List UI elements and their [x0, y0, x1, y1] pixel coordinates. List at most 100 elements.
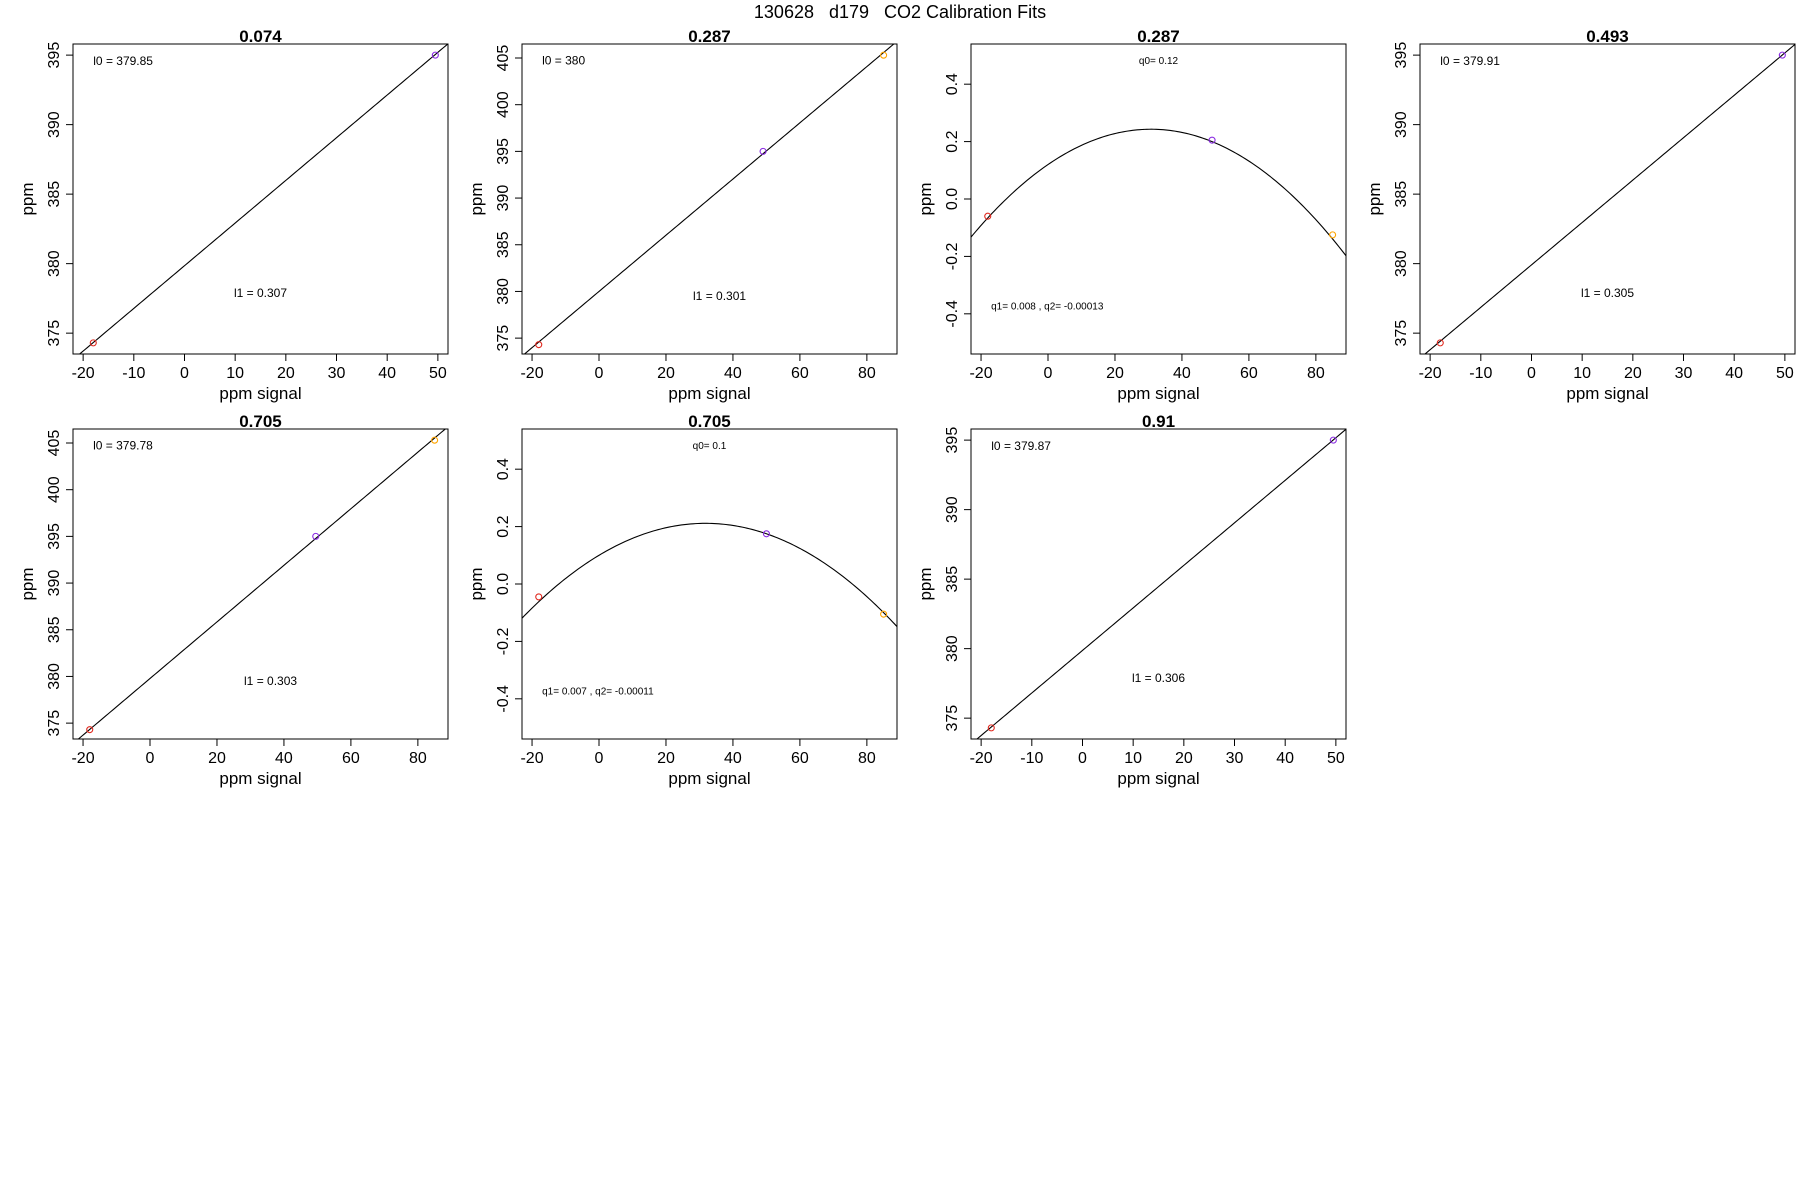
x-tick-label: 20	[277, 365, 295, 382]
y-tick-label: 395	[46, 523, 63, 550]
y-tick-label: -0.2	[944, 243, 961, 271]
y-tick-label: 0.2	[944, 130, 961, 152]
data-point	[1778, 51, 1786, 59]
x-tick-label: 20	[1175, 750, 1193, 767]
data-point	[1329, 436, 1337, 444]
chart-panel-5: 0.705 -20 0 20 40 60 80 375 380 385 390 395 400 405 pp…	[18, 412, 449, 788]
chart-panel-2: 0.287 -20 0 20 40 60 80 375 380 385 390 395 400 405 pp…	[467, 27, 898, 403]
y-tick-label: 385	[46, 616, 63, 643]
annotation-q0: q0= 0.12	[1139, 56, 1179, 67]
chart-title: 0.705	[239, 412, 282, 431]
x-tick-label: 60	[342, 750, 360, 767]
chart-panel-4: 0.493 -20 -10 0 10 20 30 40 50 375 380 385 390 395 ppm…	[1365, 27, 1796, 403]
x-tick-label: 10	[1124, 750, 1142, 767]
y-tick-label: 375	[495, 325, 512, 352]
plot-frame	[72, 428, 449, 740]
annotation-q12: q1= 0.008 , q2= -0.00013	[991, 302, 1104, 313]
y-axis-label: ppm	[467, 567, 486, 600]
chart-panel-3: 0.287 -20 0 20 40 60 80 -0.4 -0.2 0.0 0.2 0.4 ppm si…	[916, 27, 1347, 403]
x-tick-label: -10	[1020, 750, 1043, 767]
annotation-l0: l0 = 379.85	[93, 54, 153, 68]
y-tick-label: 380	[46, 250, 63, 277]
annotation-q12: q1= 0.007 , q2= -0.00011	[542, 687, 654, 698]
data-point	[89, 339, 97, 347]
x-tick-label: 0	[1078, 750, 1087, 767]
y-tick-label: 380	[944, 635, 961, 662]
y-tick-label: 375	[46, 320, 63, 347]
y-tick-label: 395	[495, 138, 512, 165]
y-tick-label: 390	[46, 111, 63, 138]
x-tick-label: 20	[1624, 365, 1642, 382]
y-tick-label: -0.4	[944, 300, 961, 328]
y-tick-label: 375	[46, 710, 63, 737]
y-tick-label: 405	[46, 430, 63, 457]
x-tick-label: 20	[208, 750, 226, 767]
y-tick-label: 0.2	[495, 515, 512, 537]
y-tick-label: 375	[1393, 320, 1410, 347]
x-tick-label: 40	[1725, 365, 1743, 382]
x-tick-label: -20	[969, 365, 992, 382]
x-tick-label: 40	[1173, 365, 1191, 382]
x-tick-label: 40	[378, 365, 396, 382]
chart-title: 0.91	[1142, 412, 1175, 431]
y-tick-label: 380	[1393, 250, 1410, 277]
annotation-l1: l1 = 0.301	[693, 289, 746, 303]
x-tick-label: -10	[1469, 365, 1492, 382]
y-tick-label: 380	[495, 278, 512, 305]
data-point	[759, 147, 767, 155]
chart-title: 0.493	[1586, 27, 1629, 46]
data-point	[1208, 136, 1216, 144]
x-tick-label: 10	[1573, 365, 1591, 382]
x-tick-label: 50	[1327, 750, 1345, 767]
x-axis-label: ppm signal	[219, 384, 301, 403]
x-tick-label: 20	[1106, 365, 1124, 382]
data-point	[535, 593, 543, 601]
x-tick-label: 20	[657, 365, 675, 382]
data-point	[431, 51, 439, 59]
x-tick-label: 60	[791, 365, 809, 382]
data-point	[1329, 231, 1337, 239]
annotation-l0: l0 = 379.87	[991, 439, 1051, 453]
x-tick-label: 0	[595, 365, 604, 382]
x-tick-label: 0	[1527, 365, 1536, 382]
x-tick-label: 30	[1675, 365, 1693, 382]
annotation-q0: q0= 0.1	[693, 441, 727, 452]
x-tick-label: 40	[275, 750, 293, 767]
fit-line	[78, 44, 448, 354]
x-tick-label: 60	[791, 750, 809, 767]
y-tick-label: 375	[944, 705, 961, 732]
plot-frame	[970, 428, 1347, 740]
y-tick-label: 395	[944, 427, 961, 454]
y-tick-label: 390	[46, 570, 63, 597]
x-tick-label: -20	[1419, 365, 1442, 382]
x-tick-label: 80	[409, 750, 427, 767]
y-tick-label: 385	[46, 181, 63, 208]
x-tick-label: 20	[657, 750, 675, 767]
y-axis-label: ppm	[916, 567, 935, 600]
fit-line	[522, 522, 897, 627]
data-point	[987, 724, 995, 732]
x-tick-label: 60	[1240, 365, 1258, 382]
annotation-l1: l1 = 0.305	[1581, 286, 1634, 300]
x-tick-label: 80	[1307, 365, 1325, 382]
y-axis-label: ppm	[18, 182, 37, 215]
y-tick-label: 390	[495, 185, 512, 212]
fit-line	[523, 44, 895, 354]
data-point	[762, 530, 770, 538]
annotation-l1: l1 = 0.303	[244, 674, 297, 688]
y-tick-label: -0.4	[495, 685, 512, 713]
y-tick-label: 400	[46, 476, 63, 503]
chart-panel-1: 0.074 -20 -10 0 10 20 30 40 50 375 380 385 390 395 ppm…	[18, 27, 449, 403]
chart-title: 0.705	[688, 412, 731, 431]
x-axis-label: ppm signal	[668, 384, 750, 403]
x-tick-label: -20	[72, 365, 95, 382]
x-tick-label: 40	[1276, 750, 1294, 767]
data-point	[312, 532, 320, 540]
y-tick-label: 400	[495, 91, 512, 118]
plot-frame	[521, 43, 898, 355]
annotation-l1: l1 = 0.307	[234, 286, 287, 300]
annotation-l0: l0 = 379.91	[1440, 54, 1500, 68]
chart-panel-7: 0.91 -20 -10 0 10 20 30 40 50 375 380 385 390 395 ppm …	[916, 412, 1347, 788]
plot-frame	[72, 43, 449, 355]
